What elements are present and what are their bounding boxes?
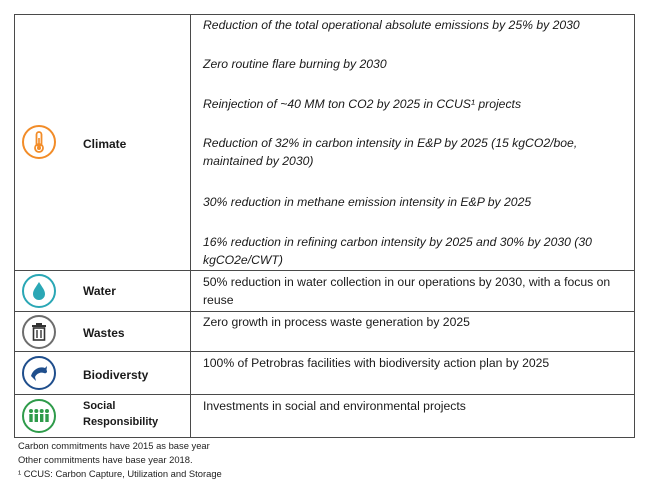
water-drop-icon <box>22 274 56 308</box>
commitment-item: Zero growth in process waste generation … <box>203 315 470 329</box>
commitment-item: Reinjection of ~40 MM ton CO2 by 2025 in… <box>203 97 522 111</box>
category-label: Wastes <box>83 326 125 340</box>
category-label-line1: Social <box>83 400 116 412</box>
table-row-climate: Climate Reduction of the total operation… <box>15 15 634 270</box>
footnote-ccus: ¹ CCUS: Carbon Capture, Utilization and … <box>18 468 222 479</box>
trash-can-icon <box>22 315 56 349</box>
thermometer-icon <box>22 125 56 159</box>
category-label: Biodiversty <box>83 368 149 382</box>
footnotes: Carbon commitments have 2015 as base yea… <box>18 439 222 481</box>
category-label: Social Responsibility <box>83 398 158 430</box>
commitments-table: Climate Reduction of the total operation… <box>14 14 635 438</box>
commitment-item: 30% reduction in methane emission intens… <box>203 195 532 209</box>
category-label-line2: Responsibility <box>83 416 159 428</box>
commitment-item: Reduction of 32% in carbon intensity in … <box>203 136 578 168</box>
commitment-item: Reduction of the total operational absol… <box>203 18 580 32</box>
commitment-item: 50% reduction in water collection in our… <box>203 275 611 307</box>
table-row-social-responsibility: Social Responsibility Investments in soc… <box>15 394 634 437</box>
category-label: Water <box>83 284 116 298</box>
category-label: Climate <box>83 137 127 151</box>
table-row-water: Water 50% reduction in water collection … <box>15 270 634 311</box>
footnote-carbon-base-year: Carbon commitments have 2015 as base yea… <box>18 440 210 451</box>
table-row-biodiversity: Biodiversty 100% of Petrobras facilities… <box>15 351 634 394</box>
table-row-wastes: Wastes Zero growth in process waste gene… <box>15 311 634 351</box>
dolphin-icon <box>22 356 56 390</box>
commitment-item: Zero routine flare burning by 2030 <box>203 57 387 71</box>
footnote-other-base-year: Other commitments have base year 2018. <box>18 454 193 465</box>
commitment-item: 100% of Petrobras facilities with biodiv… <box>203 356 550 370</box>
commitment-item: Investments in social and environmental … <box>203 399 466 413</box>
people-icon <box>22 399 56 433</box>
commitment-item: 16% reduction in refining carbon intensi… <box>203 235 592 267</box>
